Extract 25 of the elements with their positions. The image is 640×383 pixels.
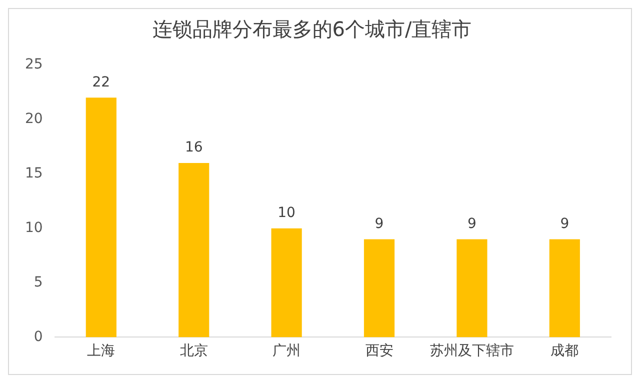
bar — [364, 239, 395, 338]
data-label: 16 — [184, 140, 203, 156]
y-tick-label: 20 — [24, 111, 43, 128]
bar — [271, 228, 302, 338]
y-tick-label: 15 — [24, 166, 43, 182]
x-tick-label: 上海 — [87, 343, 116, 360]
x-tick-label: 西安 — [365, 343, 394, 360]
chart-title: 连锁品牌分布最多的6个城市/直辖市 — [152, 17, 472, 42]
bar — [178, 162, 210, 338]
x-tick-label: 北京 — [180, 343, 208, 360]
data-label: 9 — [374, 216, 384, 232]
data-label: 9 — [467, 216, 476, 232]
y-tick-label: 10 — [24, 220, 43, 236]
data-label: 9 — [560, 216, 570, 232]
y-tick-label: 25 — [24, 56, 43, 73]
bar — [549, 239, 580, 338]
bar — [456, 239, 488, 338]
y-tick-label: 5 — [34, 274, 43, 290]
x-tick-label: 苏州及下辖市 — [430, 343, 514, 360]
y-tick-label: 0 — [34, 328, 43, 345]
bar — [86, 98, 116, 338]
x-tick-label: 广州 — [272, 343, 301, 360]
x-tick-label: 成都 — [550, 343, 579, 360]
data-label: 22 — [92, 74, 110, 90]
data-label: 10 — [278, 204, 296, 221]
